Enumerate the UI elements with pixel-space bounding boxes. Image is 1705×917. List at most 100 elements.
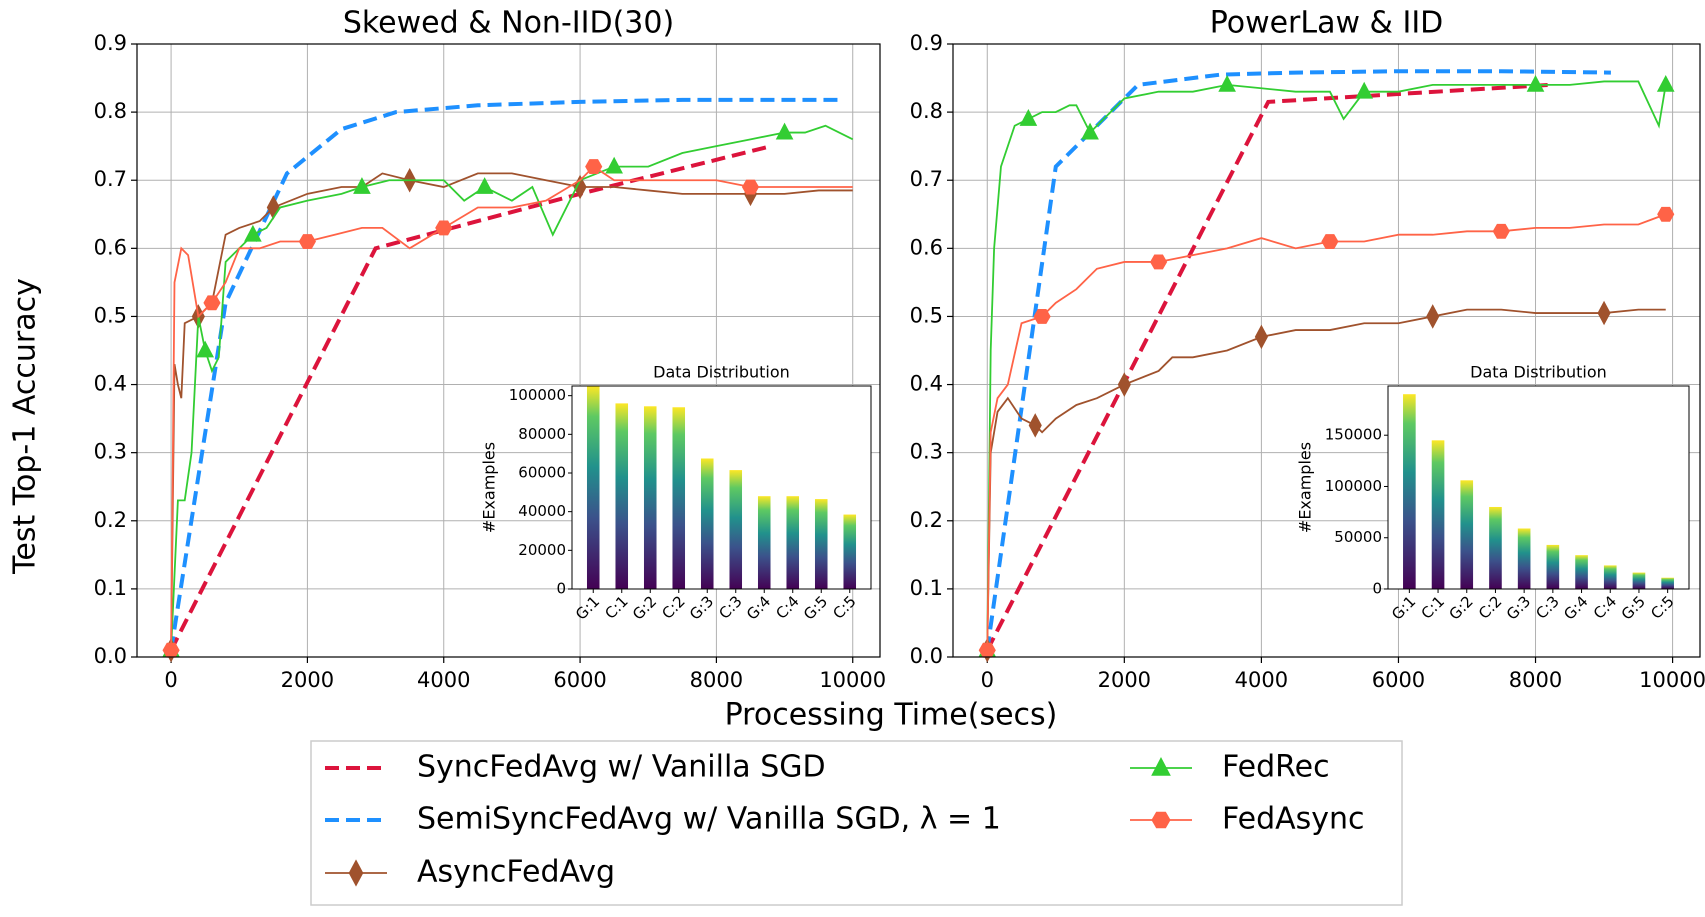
series-line: AsyncFedAvg (986, 308, 1666, 651)
plots: Skewed & Non-IID(30) 0.0 0.1 0.2 0.3 0.4 0.5 0.… (94, 6, 1705, 693)
marker (1081, 122, 1099, 140)
y-tick-label: 0.3 (910, 440, 943, 464)
bar (786, 496, 800, 589)
y-tick-label: 0.6 (94, 235, 127, 259)
marker (196, 340, 214, 358)
y-tick-label: 0.2 (94, 508, 127, 532)
inset-title: Data Distribution (653, 363, 790, 382)
y-tick-label: 0.7 (910, 167, 943, 191)
marker (1492, 223, 1510, 239)
legend-label: SemiSyncFedAvg w/ Vanilla SGD, λ = 1 (417, 802, 1001, 837)
x-tick-label: G:5 (800, 592, 831, 623)
marker (1526, 74, 1545, 92)
chart-title: Skewed & Non-IID(30) (343, 6, 674, 41)
y-tick-label: 0.4 (94, 372, 127, 396)
bar (1517, 528, 1531, 589)
x-tick-label: 0 (164, 668, 177, 692)
legend: SyncFedAvg w/ Vanilla SGD SemiSyncFedAvg … (310, 740, 1403, 906)
inset-frame (571, 385, 872, 590)
bar (757, 496, 771, 589)
y-tick-label: 40000 (518, 502, 566, 520)
y-tick-label: 0.9 (94, 31, 127, 55)
marker (162, 642, 180, 658)
inset-bar-chart: Data Distribution #Examples 0 50000 100000 15… (1296, 363, 1690, 624)
bar (1460, 480, 1474, 589)
marker (1597, 300, 1611, 326)
marker (348, 859, 364, 887)
legend-label: AsyncFedAvg (417, 855, 615, 890)
marker (1254, 324, 1268, 350)
marker (1321, 234, 1339, 249)
series-line: FedRec (170, 124, 854, 651)
x-tick-label: C:2 (658, 592, 688, 622)
marker (1151, 811, 1171, 829)
y-tick-label: 0.8 (94, 99, 127, 123)
x-tick-label: 6000 (1372, 668, 1425, 692)
marker (1355, 81, 1374, 99)
y-tick-label: 20000 (518, 541, 566, 559)
line-chart: PowerLaw & IID 0.0 0.1 0.2 0.3 0.4 0.5 0.6 0.7 0.… (910, 6, 1705, 693)
y-tick-label: 0.0 (910, 644, 943, 668)
marker (475, 177, 494, 194)
bar (1603, 565, 1617, 589)
y-tick-label: 80000 (518, 425, 566, 443)
marker (1150, 254, 1168, 270)
x-tick-label: 4000 (417, 668, 470, 692)
y-tick-label: 0.1 (910, 576, 943, 600)
series-line: SemiSyncFedAvg w/ Vanilla SGD, λ = 1 (169, 97, 840, 651)
x-tick-label: C:4 (1590, 592, 1620, 622)
legend-box (310, 740, 1403, 906)
series-line: SyncFedAvg w/ Vanilla SGD (169, 144, 772, 652)
marker (1033, 309, 1051, 324)
bar (1403, 394, 1416, 589)
marker (203, 295, 221, 311)
inset-y-label: #Examples (480, 442, 499, 533)
y-tick-label: 0.7 (94, 167, 127, 191)
y-tick-label: 0.9 (910, 31, 943, 55)
bar (814, 499, 828, 589)
x-tick-label: C:3 (1532, 592, 1562, 622)
x-tick-label: C:4 (772, 592, 802, 622)
marker (1028, 413, 1042, 438)
marker (244, 224, 262, 242)
x-tick-label: G:4 (743, 592, 774, 623)
x-tick-label: G:3 (1503, 592, 1534, 623)
series-line: FedAsync (986, 213, 1667, 651)
x-tick-label: G:4 (1560, 592, 1591, 623)
y-tick-label: 0.1 (94, 576, 127, 600)
bar (1632, 572, 1646, 589)
legend-label: FedAsync (1222, 802, 1365, 837)
bar (643, 406, 657, 589)
inset-frame (1387, 385, 1690, 590)
marker (1657, 206, 1675, 222)
x-tick-label: C:5 (1647, 592, 1677, 622)
x-tick-label: 6000 (553, 668, 606, 692)
x-tick-label: G:1 (1388, 592, 1419, 623)
legend-label: SyncFedAvg w/ Vanilla SGD (417, 750, 826, 785)
bar (615, 403, 629, 589)
marker (605, 156, 623, 174)
bar (700, 458, 714, 589)
bar (1546, 544, 1560, 589)
marker (1656, 74, 1675, 92)
x-tick-label: 10000 (819, 668, 886, 692)
y-axis-label: Test Top-1 Accuracy (8, 278, 43, 575)
y-tick-label: 0 (556, 580, 566, 598)
y-tick-label: 0.2 (910, 508, 943, 532)
y-tick-label: 0.5 (910, 303, 943, 327)
x-axis-label: Processing Time(secs) (725, 698, 1058, 733)
bar (672, 407, 686, 589)
y-tick-label: 0.8 (910, 99, 943, 123)
x-tick-label: C:5 (829, 592, 859, 622)
bar (586, 386, 600, 589)
x-tick-label: 10000 (1639, 668, 1705, 692)
bar (1575, 555, 1588, 589)
series-line: SemiSyncFedAvg w/ Vanilla SGD, λ = 1 (985, 69, 1611, 651)
y-tick-label: 100000 (509, 386, 566, 404)
x-tick-label: 8000 (1509, 668, 1562, 692)
marker (435, 220, 453, 236)
inset-bar-chart: Data Distribution #Examples 0 20000 40000 600… (480, 363, 872, 624)
y-tick-label: 0.3 (94, 440, 127, 464)
x-tick-label: 2000 (1098, 668, 1151, 692)
marker (1019, 109, 1038, 126)
